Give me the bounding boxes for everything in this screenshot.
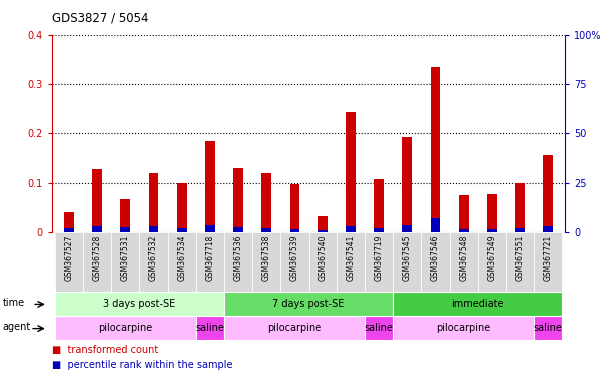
- Text: 3 days post-SE: 3 days post-SE: [103, 299, 175, 309]
- Text: GSM367546: GSM367546: [431, 235, 440, 281]
- Bar: [534, 232, 562, 292]
- Bar: [431, 67, 441, 232]
- Bar: [205, 141, 215, 232]
- Text: pilocarpine: pilocarpine: [436, 323, 491, 333]
- Bar: [262, 228, 271, 232]
- Bar: [290, 229, 299, 232]
- Bar: [450, 232, 478, 292]
- Bar: [318, 215, 327, 232]
- Text: GSM367534: GSM367534: [177, 235, 186, 281]
- Bar: [506, 232, 534, 292]
- Bar: [487, 194, 497, 232]
- Text: ■  transformed count: ■ transformed count: [52, 345, 158, 355]
- Bar: [64, 212, 74, 232]
- Bar: [120, 199, 130, 232]
- Text: GSM367527: GSM367527: [64, 235, 73, 281]
- Text: ■  percentile rank within the sample: ■ percentile rank within the sample: [52, 360, 232, 370]
- Text: time: time: [2, 298, 24, 308]
- Bar: [92, 169, 102, 232]
- Bar: [422, 232, 450, 292]
- Bar: [459, 195, 469, 232]
- Bar: [196, 232, 224, 292]
- Bar: [224, 232, 252, 292]
- Text: GSM367539: GSM367539: [290, 235, 299, 281]
- Text: GSM367536: GSM367536: [233, 235, 243, 281]
- Bar: [148, 173, 158, 232]
- Bar: [139, 232, 167, 292]
- Bar: [233, 168, 243, 232]
- Text: 7 days post-SE: 7 days post-SE: [273, 299, 345, 309]
- Bar: [55, 316, 196, 340]
- Text: GSM367540: GSM367540: [318, 235, 327, 281]
- Text: pilocarpine: pilocarpine: [268, 323, 321, 333]
- Bar: [309, 232, 337, 292]
- Bar: [318, 230, 327, 232]
- Bar: [346, 227, 356, 232]
- Bar: [459, 229, 469, 232]
- Bar: [177, 228, 186, 232]
- Text: GSM367548: GSM367548: [459, 235, 468, 281]
- Text: GSM367551: GSM367551: [516, 235, 525, 281]
- Bar: [55, 232, 83, 292]
- Bar: [374, 179, 384, 232]
- Text: GSM367528: GSM367528: [92, 235, 101, 281]
- Text: GSM367549: GSM367549: [488, 235, 496, 281]
- Bar: [64, 228, 74, 232]
- Bar: [177, 183, 186, 232]
- Bar: [252, 232, 280, 292]
- Text: saline: saline: [365, 323, 393, 333]
- Bar: [534, 316, 562, 340]
- Text: GSM367538: GSM367538: [262, 235, 271, 281]
- Bar: [120, 227, 130, 232]
- Bar: [224, 292, 393, 316]
- Bar: [543, 155, 553, 232]
- Bar: [543, 226, 553, 232]
- Text: saline: saline: [534, 323, 563, 333]
- Bar: [431, 218, 441, 232]
- Bar: [478, 232, 506, 292]
- Text: GSM367532: GSM367532: [149, 235, 158, 281]
- Text: GSM367718: GSM367718: [205, 235, 214, 281]
- Bar: [83, 232, 111, 292]
- Bar: [224, 316, 365, 340]
- Bar: [393, 316, 534, 340]
- Text: GSM367541: GSM367541: [346, 235, 356, 281]
- Bar: [280, 232, 309, 292]
- Bar: [402, 225, 412, 232]
- Text: agent: agent: [2, 322, 31, 332]
- Bar: [337, 232, 365, 292]
- Bar: [487, 229, 497, 232]
- Bar: [365, 232, 393, 292]
- Bar: [393, 292, 562, 316]
- Text: GSM367719: GSM367719: [375, 235, 384, 281]
- Bar: [346, 112, 356, 232]
- Bar: [92, 227, 102, 232]
- Bar: [374, 228, 384, 232]
- Bar: [402, 137, 412, 232]
- Bar: [290, 184, 299, 232]
- Bar: [515, 228, 525, 232]
- Bar: [55, 292, 224, 316]
- Bar: [365, 316, 393, 340]
- Bar: [515, 183, 525, 232]
- Text: immediate: immediate: [452, 299, 504, 309]
- Text: saline: saline: [196, 323, 224, 333]
- Bar: [196, 316, 224, 340]
- Text: GSM367721: GSM367721: [544, 235, 553, 281]
- Text: GSM367531: GSM367531: [121, 235, 130, 281]
- Bar: [111, 232, 139, 292]
- Text: GDS3827 / 5054: GDS3827 / 5054: [52, 12, 148, 25]
- Bar: [233, 227, 243, 232]
- Bar: [205, 225, 215, 232]
- Bar: [167, 232, 196, 292]
- Bar: [148, 227, 158, 232]
- Text: pilocarpine: pilocarpine: [98, 323, 152, 333]
- Bar: [262, 173, 271, 232]
- Text: GSM367545: GSM367545: [403, 235, 412, 281]
- Bar: [393, 232, 422, 292]
